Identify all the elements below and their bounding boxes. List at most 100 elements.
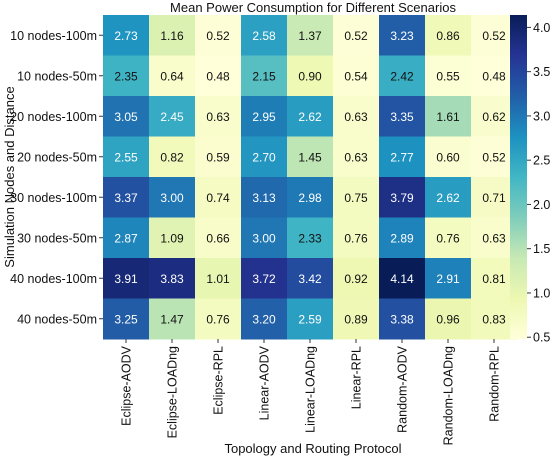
cell-value-label: 0.89 (344, 312, 368, 326)
cell-value-label: 1.47 (160, 312, 184, 326)
heatmap-cell (195, 96, 242, 137)
heatmap-cell (333, 15, 380, 56)
cell-value-label: 3.20 (252, 312, 276, 326)
heatmap-cell (195, 177, 242, 218)
cell-value-label: 0.52 (344, 29, 368, 43)
cell-value-label: 0.76 (206, 312, 230, 326)
heatmap-cell (379, 55, 426, 97)
cell-value-label: 1.09 (160, 231, 184, 245)
heatmap-cell (287, 96, 334, 137)
cell-value-label: 0.66 (206, 231, 230, 245)
cell-value-label: 0.81 (482, 272, 506, 286)
heatmap-cell (195, 217, 242, 259)
heatmap-cell (471, 177, 518, 218)
cell-value-label: 2.89 (390, 231, 414, 245)
heatmap-cell (287, 258, 334, 299)
column-tick-label: Random-LOADng (442, 346, 456, 445)
cell-value-label: 0.62 (482, 110, 506, 124)
heatmap-cell (333, 136, 380, 178)
heatmap-cell (241, 15, 288, 56)
colorbar-tick-label: 3.0 (533, 109, 550, 123)
heatmap-cell (103, 55, 150, 97)
heatmap-cell (379, 217, 426, 259)
cell-value-label: 0.90 (298, 69, 322, 83)
heatmap-cell (149, 15, 196, 56)
heatmap-cell (103, 96, 150, 137)
column-tick-label: Eclipse-LOADng (166, 346, 180, 438)
heatmap-cell (471, 136, 518, 178)
heatmap-cell (149, 55, 196, 97)
cell-value-label: 0.52 (482, 29, 506, 43)
heatmap-cell (287, 177, 334, 218)
cell-value-label: 0.82 (160, 150, 184, 164)
cell-value-label: 3.38 (390, 312, 414, 326)
heatmap-cell (379, 177, 426, 218)
heatmap-cell (195, 258, 242, 299)
heatmap-cell (287, 298, 334, 340)
heatmap-cell (425, 298, 472, 340)
heatmap-cell (425, 177, 472, 218)
cell-value-label: 3.79 (390, 191, 414, 205)
cell-value-label: 2.45 (160, 110, 184, 124)
heatmap-cell (149, 217, 196, 259)
cell-value-label: 0.54 (344, 69, 368, 83)
cell-value-label: 0.48 (206, 69, 230, 83)
heatmap-cell (149, 258, 196, 299)
heatmap-cell (241, 55, 288, 97)
column-tick-label: Random-RPL (488, 346, 502, 422)
cell-value-label: 3.25 (114, 312, 138, 326)
cell-value-label: 3.05 (114, 110, 138, 124)
heatmap-cell (379, 258, 426, 299)
row-tick-label: 10 nodes-50m (17, 69, 97, 83)
cell-value-label: 0.55 (436, 69, 460, 83)
heatmap-cell (425, 96, 472, 137)
y-axis-label: Simulation Nodes and Distance (2, 86, 17, 267)
cell-value-label: 1.01 (206, 272, 230, 286)
heatmap-cell (195, 55, 242, 97)
heatmap-cell (195, 136, 242, 178)
cell-value-label: 3.23 (390, 29, 414, 43)
heatmap-cell (103, 15, 150, 56)
cell-value-label: 1.16 (160, 29, 184, 43)
cell-value-label: 2.58 (252, 29, 276, 43)
cell-value-label: 0.96 (436, 312, 460, 326)
heatmap-cell (103, 217, 150, 259)
heatmap-cell (471, 15, 518, 56)
cell-value-label: 0.71 (482, 191, 506, 205)
column-tick-label: Linear-AODV (258, 345, 272, 420)
heatmap-cell (103, 298, 150, 340)
cell-value-label: 0.76 (436, 231, 460, 245)
cell-value-label: 3.83 (160, 272, 184, 286)
heatmap-cell (379, 298, 426, 340)
heatmap-cell (379, 96, 426, 137)
heatmap-cell (471, 217, 518, 259)
cell-value-label: 3.37 (114, 191, 138, 205)
cell-value-label: 3.42 (298, 272, 322, 286)
heatmap-cell (241, 258, 288, 299)
cell-value-label: 0.48 (482, 69, 506, 83)
heatmap-cells (103, 15, 518, 340)
heatmap-cell (333, 298, 380, 340)
heatmap-cell (333, 217, 380, 259)
cell-value-label: 0.63 (482, 231, 506, 245)
heatmap-cell (425, 15, 472, 56)
row-tick-label: 30 nodes-50m (17, 231, 97, 245)
heatmap-cell (471, 55, 518, 97)
cell-value-label: 3.00 (160, 191, 184, 205)
heatmap-cell (241, 217, 288, 259)
heatmap-cell (425, 258, 472, 299)
cell-value-label: 2.15 (252, 69, 276, 83)
cell-value-label: 2.62 (298, 110, 322, 124)
colorbar-gradient (510, 15, 527, 339)
column-tick-label: Eclipse-RPL (212, 346, 226, 415)
cell-value-label: 1.37 (298, 29, 322, 43)
colorbar-tick-label: 3.5 (533, 65, 550, 79)
column-tick-labels: Eclipse-AODV Eclipse-LOADng Eclipse-RPL Lin… (120, 339, 502, 445)
row-tick-label: 40 nodes-100m (10, 272, 97, 286)
heatmap-cell (333, 96, 380, 137)
heatmap-cell (241, 298, 288, 340)
heatmap-cell (241, 96, 288, 137)
colorbar-tick-label: 2.0 (533, 198, 550, 212)
colorbar: 0.5 1.0 1.5 2.0 2.5 3.0 3.5 4.0 (510, 15, 550, 345)
